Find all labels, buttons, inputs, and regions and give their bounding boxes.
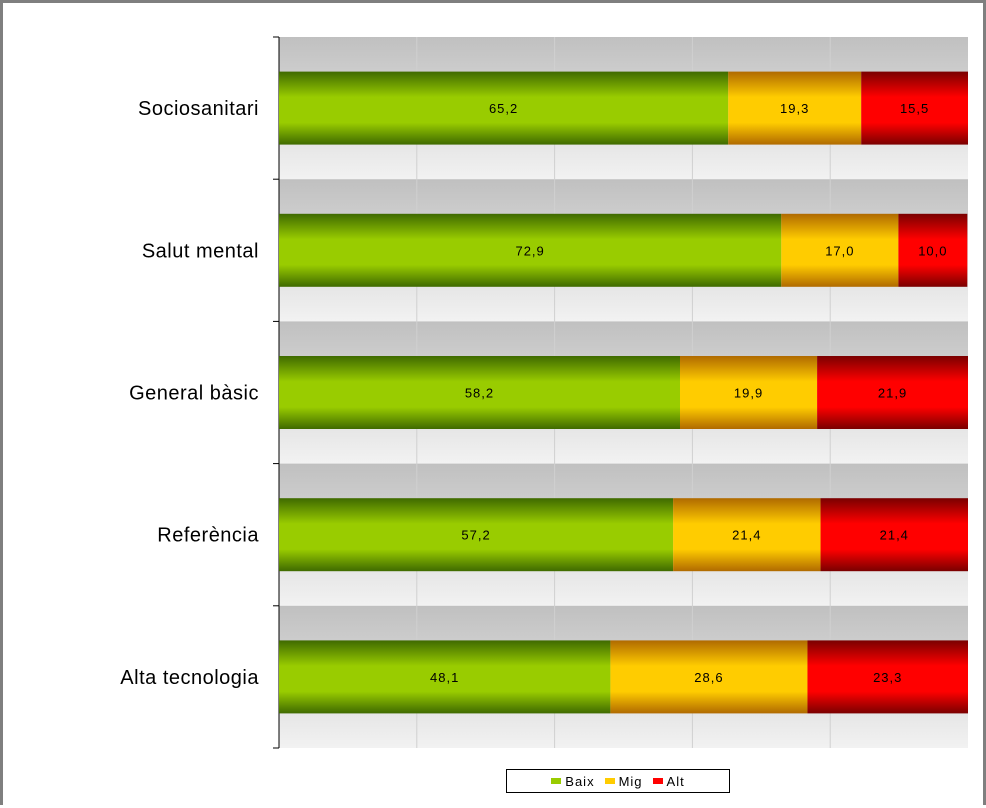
legend-label: Alt bbox=[666, 773, 685, 789]
data-label: 10,0 bbox=[918, 243, 947, 258]
value-labels: 65,2 19,3 15,5 72,9 17,0 10,0 58,2 19,9 21,9 57,2… bbox=[430, 101, 947, 685]
data-label: 17,0 bbox=[825, 243, 854, 258]
data-label: 15,5 bbox=[900, 101, 929, 116]
data-label: 21,9 bbox=[878, 386, 907, 401]
data-label: 57,2 bbox=[461, 528, 490, 543]
data-label: 21,4 bbox=[732, 528, 761, 543]
legend: Baix Mig Alt bbox=[506, 769, 730, 793]
y-axis bbox=[273, 36, 280, 749]
bar-segment-alt bbox=[820, 498, 968, 572]
bar-segment-alt bbox=[861, 71, 968, 145]
bar-segment-mig bbox=[673, 498, 821, 572]
data-label: 48,1 bbox=[430, 670, 459, 685]
category-label: Salut mental bbox=[142, 240, 259, 262]
data-label: 19,3 bbox=[780, 101, 809, 116]
data-label: 23,3 bbox=[873, 670, 902, 685]
chart: Sociosanitari Salut mental General bàsic Re… bbox=[120, 36, 968, 749]
category-label: Referència bbox=[157, 525, 259, 547]
data-label: 19,9 bbox=[734, 386, 763, 401]
category-label: General bàsic bbox=[129, 383, 259, 405]
legend-swatch bbox=[652, 778, 663, 784]
legend-item-baix: Baix bbox=[551, 774, 594, 789]
bar-segment-mig bbox=[781, 213, 899, 287]
data-label: 65,2 bbox=[489, 101, 518, 116]
data-label: 72,9 bbox=[515, 243, 544, 258]
legend-item-mig: Mig bbox=[604, 773, 643, 789]
bar-segment-baix bbox=[279, 356, 680, 429]
data-label: 58,2 bbox=[465, 386, 494, 401]
bar-segment-mig bbox=[610, 640, 808, 714]
bar-segment-alt bbox=[807, 640, 968, 714]
legend-label: Baix bbox=[565, 773, 595, 789]
category-label: Sociosanitari bbox=[138, 98, 259, 120]
bar-segment-mig bbox=[728, 71, 862, 145]
bar-segment-baix bbox=[279, 71, 729, 145]
legend-swatch bbox=[551, 778, 562, 784]
legend-item-alt: Alt bbox=[652, 773, 685, 789]
category-label: Alta tecnologia bbox=[120, 667, 259, 689]
category-labels: Sociosanitari Salut mental General bàsic Re… bbox=[120, 98, 259, 689]
legend-swatch bbox=[604, 778, 615, 784]
data-label: 21,4 bbox=[880, 528, 909, 543]
bars bbox=[279, 71, 968, 714]
bar-segment-alt bbox=[817, 356, 968, 429]
bar-segment-alt bbox=[898, 213, 968, 287]
data-label: 28,6 bbox=[694, 670, 723, 685]
bar-segment-baix bbox=[279, 640, 611, 714]
bar-segment-baix bbox=[279, 213, 782, 287]
bar-segment-baix bbox=[279, 498, 674, 572]
bar-segment-mig bbox=[679, 356, 818, 429]
legend-label: Mig bbox=[618, 773, 643, 789]
